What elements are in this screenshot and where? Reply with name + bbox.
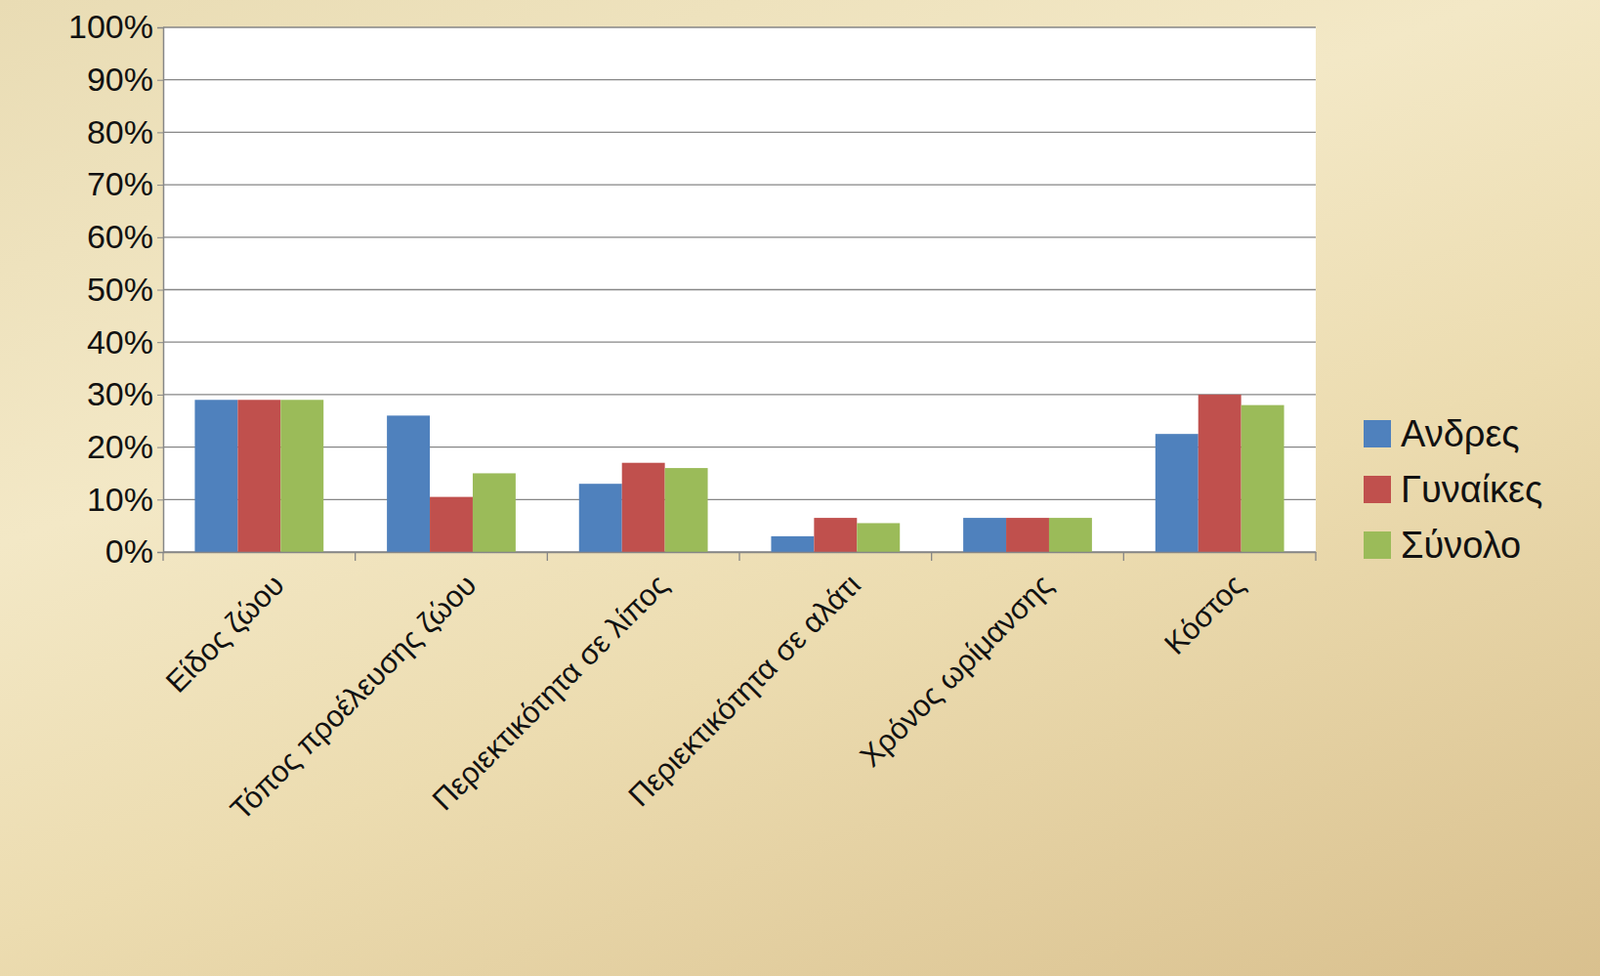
tick-mark: [157, 551, 164, 553]
tick-mark: [157, 80, 164, 82]
tick: 50%: [86, 270, 164, 308]
tick: Είδος ζώου: [159, 567, 292, 700]
tick-label: 50%: [86, 270, 154, 308]
bar: [665, 467, 709, 552]
tick-mark: [157, 131, 164, 133]
tick: 20%: [86, 427, 164, 465]
tick: 40%: [86, 323, 164, 361]
tick: 80%: [86, 113, 164, 151]
category-separator: [930, 551, 932, 561]
legend-item: Γυναίκες: [1363, 468, 1543, 510]
bar: [237, 399, 281, 552]
category-label: Είδος ζώου: [159, 567, 292, 700]
tick-label: 20%: [86, 427, 154, 465]
bar: [1241, 405, 1285, 552]
grid-line: [163, 183, 1316, 185]
bars: [194, 394, 1284, 552]
bar: [622, 463, 666, 552]
tick: Κόστος: [1157, 567, 1252, 662]
tick: 10%: [86, 480, 164, 518]
legend-label: Σύνολο: [1400, 524, 1521, 566]
legend: Ανδρες Γυναίκες Σύνολο: [1363, 413, 1543, 566]
legend-swatch: [1363, 420, 1391, 448]
tick-mark: [157, 394, 164, 396]
grid-line: [163, 499, 1316, 501]
grid-line: [163, 131, 1316, 133]
tick-label: 60%: [86, 217, 154, 255]
bar: [386, 415, 430, 552]
bar: [1049, 517, 1093, 552]
category-label: Κόστος: [1157, 567, 1252, 662]
tick-mark: [157, 447, 164, 449]
tick-mark: [157, 499, 164, 501]
bar: [856, 522, 900, 552]
bar: [429, 497, 473, 552]
tick: Χρόνος ωρίμανσης: [853, 567, 1060, 774]
tick-label: 40%: [86, 323, 154, 361]
legend-swatch: [1363, 475, 1391, 504]
bar: [1006, 517, 1050, 552]
category-separator: [354, 551, 356, 561]
legend-item: Ανδρες: [1363, 413, 1520, 455]
tick-mark: [157, 290, 164, 292]
legend-item: Σύνολο: [1363, 524, 1521, 566]
tick-label: 100%: [68, 7, 154, 45]
grid-line: [163, 446, 1316, 448]
tick-label: 80%: [86, 113, 154, 151]
tick: Περιεκτικότητα σε αλάτι: [621, 567, 867, 813]
grid: [163, 27, 1316, 552]
grid-line: [163, 289, 1316, 291]
bar: [472, 472, 516, 552]
y-axis-line: [157, 28, 165, 553]
category-separator: [1123, 551, 1125, 561]
bar: [280, 399, 324, 552]
category-label: Περιεκτικότητα σε αλάτι: [621, 567, 867, 813]
legend-swatch: [1363, 531, 1391, 559]
series: [280, 399, 1284, 552]
category-label: Χρόνος ωρίμανσης: [853, 567, 1060, 774]
category-separator: [547, 551, 548, 561]
tick-mark: [157, 237, 164, 239]
legend-label: Γυναίκες: [1400, 468, 1543, 510]
tick: 60%: [86, 217, 164, 255]
grid-line: [163, 79, 1316, 81]
tick-label: 10%: [86, 480, 154, 518]
category-separator: [1314, 551, 1316, 561]
bar: [963, 517, 1007, 552]
category-separator: [738, 551, 740, 561]
chart: 0% 10% 20% 30% 40% 50% 60% 70% 80% 90% 100% Είδος ζ…: [0, 0, 1600, 976]
category-separator: [162, 551, 164, 561]
tick-label: 30%: [86, 375, 154, 413]
series: [194, 399, 1198, 552]
legend-label: Ανδρες: [1400, 413, 1520, 455]
tick: 90%: [86, 60, 164, 98]
x-axis: Είδος ζώουΤόπος προέλευσης ζώουΠεριεκτικ…: [159, 551, 1317, 827]
tick-label: 70%: [86, 165, 154, 203]
tick: 70%: [86, 165, 164, 203]
bar: [1155, 433, 1199, 552]
bar: [1198, 394, 1242, 552]
tick-label: 90%: [86, 60, 154, 98]
y-axis: 0% 10% 20% 30% 40% 50% 60% 70% 80% 90% 100%: [68, 7, 164, 570]
tick-mark: [157, 341, 164, 343]
tick-mark: [157, 27, 164, 29]
tick-mark: [157, 184, 164, 186]
grid-line: [163, 236, 1316, 238]
tick: 0%: [105, 532, 164, 570]
series: [237, 394, 1241, 552]
bar: [770, 536, 814, 552]
bar: [579, 483, 623, 552]
grid-line: [163, 26, 1316, 28]
tick-label: 0%: [105, 532, 154, 570]
category-ticks: [163, 551, 1316, 561]
plot-area: [163, 27, 1316, 552]
plot: 0% 10% 20% 30% 40% 50% 60% 70% 80% 90% 100% Είδος ζ…: [68, 7, 1316, 827]
tick: 100%: [68, 7, 164, 45]
bar: [813, 517, 857, 552]
grid-line: [163, 393, 1316, 395]
grid-line: [163, 341, 1316, 343]
bar: [194, 399, 238, 552]
tick: 30%: [86, 375, 164, 413]
